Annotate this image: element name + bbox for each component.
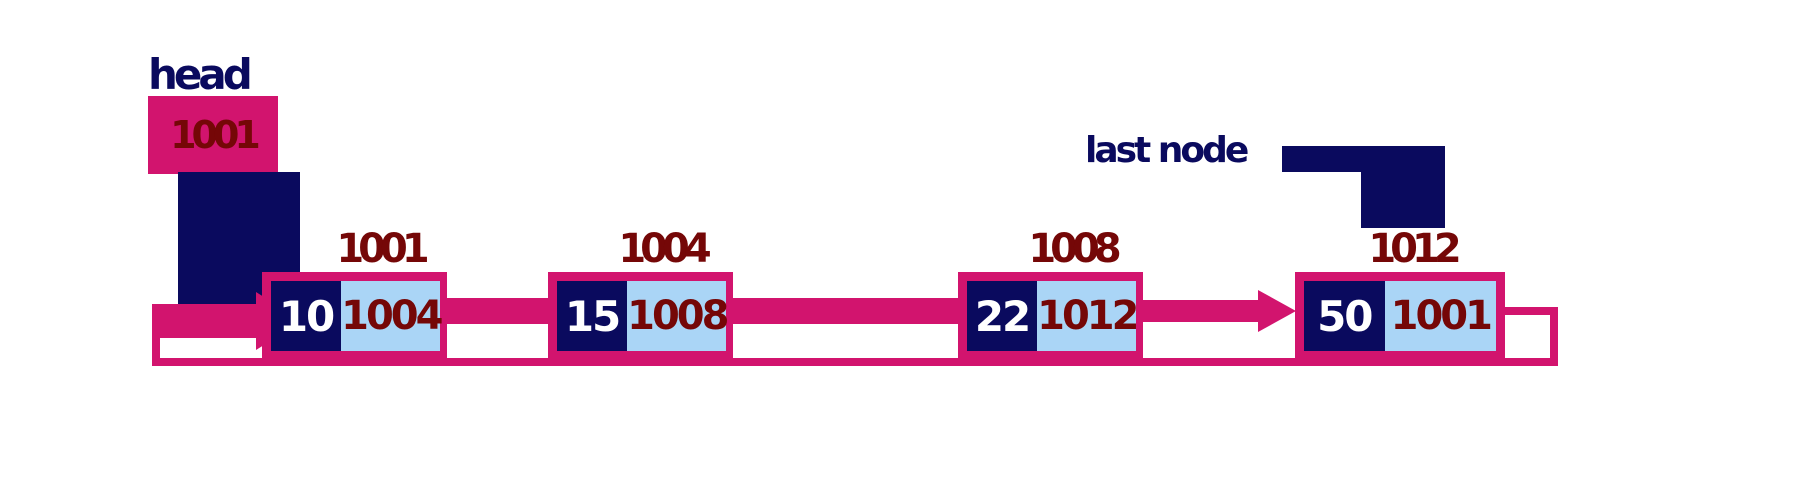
node-data-cell: 22	[967, 281, 1038, 351]
last-node-arrow-down	[1361, 146, 1445, 228]
node-data-cell: 10	[271, 281, 342, 351]
node-address-label: 1008	[1028, 226, 1121, 272]
node-data-cell: 15	[557, 281, 628, 351]
head-pointer-label: head	[148, 50, 253, 99]
node-address-label: 1001	[336, 226, 429, 272]
circular-link-right-segment	[1550, 307, 1558, 366]
node-next-cell: 1012	[1037, 281, 1139, 351]
node-next-cell: 1004	[341, 281, 443, 351]
node-next-cell: 1001	[1384, 281, 1496, 351]
list-node: 22 1012	[958, 272, 1143, 360]
node-data-cell: 50	[1304, 281, 1385, 351]
list-node: 10 1004	[262, 272, 447, 360]
node-address-label: 1012	[1368, 226, 1461, 272]
list-node: 15 1008	[548, 272, 733, 360]
next-pointer-arrowhead-icon	[1258, 290, 1296, 332]
last-node-pointer-label: last node	[1085, 130, 1249, 171]
next-pointer-connector	[447, 298, 548, 324]
node-next-cell: 1008	[627, 281, 729, 351]
head-address-value: 1001	[170, 113, 261, 157]
circular-link-exit-segment	[1500, 307, 1556, 315]
head-address-box: 1001	[148, 96, 278, 174]
node-address-label: 1004	[618, 226, 711, 272]
circular-link-bottom-segment	[152, 358, 1558, 366]
list-node: 50 1001	[1295, 272, 1505, 360]
next-pointer-connector	[733, 298, 958, 324]
circular-link-entry-bar	[152, 304, 258, 338]
next-pointer-connector	[1143, 300, 1258, 322]
circular-link-left-segment	[152, 320, 160, 366]
